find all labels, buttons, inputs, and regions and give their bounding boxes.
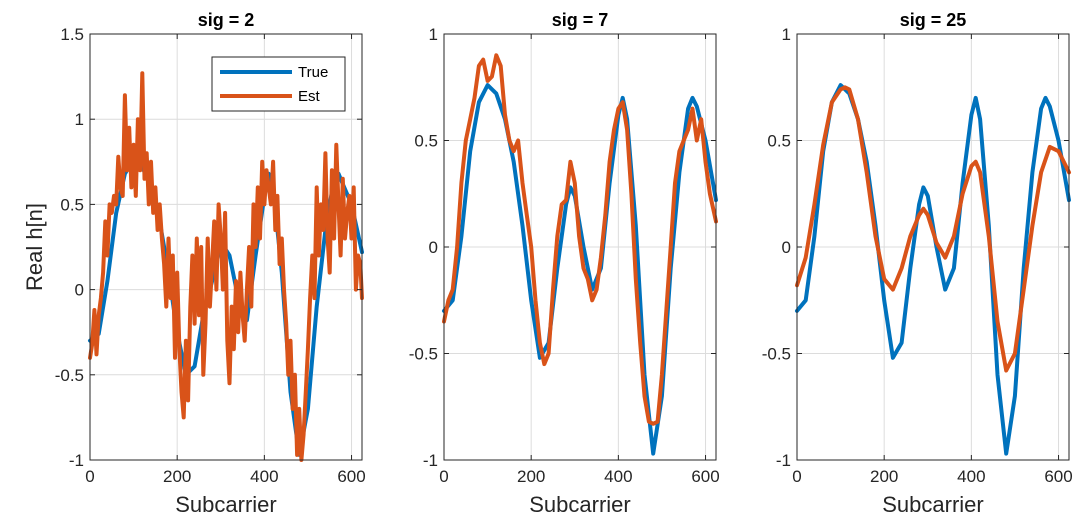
x-tick-label: 200 bbox=[163, 467, 191, 486]
y-axis-label: Real h[n] bbox=[22, 203, 47, 291]
x-tick-label: 200 bbox=[870, 467, 898, 486]
x-tick-label: 0 bbox=[85, 467, 94, 486]
y-tick-label: 1 bbox=[782, 25, 791, 44]
y-tick-label: 0.5 bbox=[60, 195, 84, 214]
chart-title: sig = 7 bbox=[552, 10, 609, 30]
x-tick-label: 400 bbox=[250, 467, 278, 486]
axes-frame bbox=[89, 33, 363, 461]
legend-entry-label: Est bbox=[298, 88, 321, 105]
x-tick-label: 400 bbox=[604, 467, 632, 486]
chart-title: sig = 25 bbox=[900, 10, 967, 30]
x-axis-label: Subcarrier bbox=[529, 492, 630, 517]
x-tick-label: 0 bbox=[439, 467, 448, 486]
x-tick-label: 200 bbox=[517, 467, 545, 486]
x-tick-label: 400 bbox=[957, 467, 985, 486]
y-tick-label: 1 bbox=[75, 110, 84, 129]
series-line-est bbox=[88, 71, 364, 462]
y-tick-label: 0.5 bbox=[767, 132, 791, 151]
x-tick-label: 600 bbox=[337, 467, 365, 486]
legend-entry-label: True bbox=[298, 64, 328, 81]
legend: True Est bbox=[211, 56, 346, 112]
x-tick-label: 600 bbox=[1044, 467, 1072, 486]
y-tick-label: -0.5 bbox=[409, 345, 438, 364]
series-line-est bbox=[442, 53, 718, 426]
chart-panel: 0 200 400 600 -1 -0.5 0 0.5 1 sig = 7 Subcarrier bbox=[409, 10, 720, 517]
y-tick-label: -0.5 bbox=[55, 366, 84, 385]
chart-panel: 0 200 400 600 -1 -0.5 0 0.5 1 1.5 sig = 2 Subcarrie… bbox=[22, 10, 366, 517]
y-tick-label: 0 bbox=[75, 281, 84, 300]
y-tick-label: -1 bbox=[69, 451, 84, 470]
y-tick-label: 1 bbox=[429, 25, 438, 44]
x-tick-label: 600 bbox=[691, 467, 719, 486]
y-tick-label: 0.5 bbox=[414, 132, 438, 151]
y-tick-label: -1 bbox=[776, 451, 791, 470]
x-axis-label: Subcarrier bbox=[175, 492, 276, 517]
x-tick-label: 0 bbox=[792, 467, 801, 486]
series-line-true bbox=[795, 83, 1071, 456]
y-tick-label: 0 bbox=[782, 238, 791, 257]
chart-title: sig = 2 bbox=[198, 10, 255, 30]
x-axis-label: Subcarrier bbox=[882, 492, 983, 517]
y-tick-label: -0.5 bbox=[762, 345, 791, 364]
chart-panel: 0 200 400 600 -1 -0.5 0 0.5 1 sig = 25 Subcarrier bbox=[762, 10, 1073, 517]
y-tick-label: -1 bbox=[423, 451, 438, 470]
legend-box bbox=[211, 56, 346, 112]
series-line-true bbox=[442, 83, 718, 456]
y-tick-label: 1.5 bbox=[60, 25, 84, 44]
y-tick-label: 0 bbox=[429, 238, 438, 257]
series-line-est bbox=[795, 85, 1071, 373]
